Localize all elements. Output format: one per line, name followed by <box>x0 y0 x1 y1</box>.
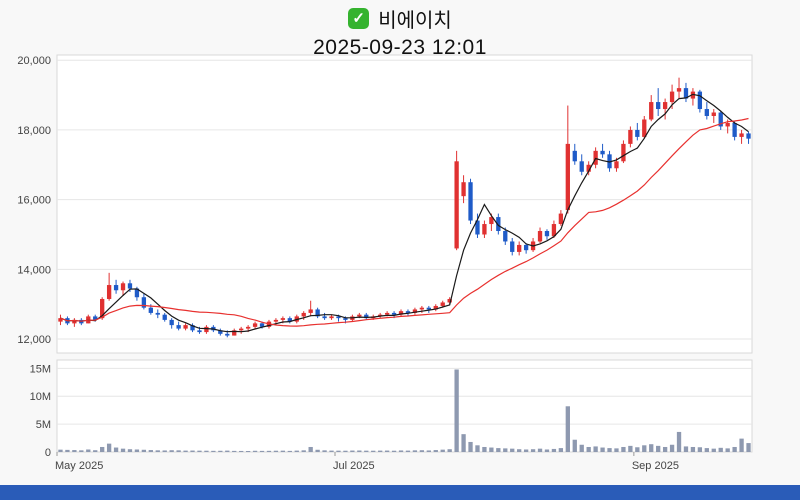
candlestick-volume-chart: 12,000 14,000 16,000 18,000 20,000 0 5M 10M 15M M… <box>17 54 753 472</box>
svg-text:16,000: 16,000 <box>17 195 51 207</box>
green-checkbox-icon[interactable]: ✓ <box>348 8 370 29</box>
ma-line-MA20 <box>60 117 749 327</box>
svg-text:18,000: 18,000 <box>17 125 51 137</box>
moving-average-lines <box>60 93 749 333</box>
svg-text:0: 0 <box>45 447 51 459</box>
svg-text:Jul 2025: Jul 2025 <box>333 460 375 472</box>
stock-name: 비에이치 <box>378 10 452 32</box>
volume-axis: 0 5M 10M 15M <box>30 363 752 459</box>
chart-timestamp: 2025-09-23 12:01 <box>313 36 487 59</box>
svg-text:20,000: 20,000 <box>17 55 51 67</box>
svg-text:Sep 2025: Sep 2025 <box>632 460 679 472</box>
ma-line-MA5 <box>60 93 749 333</box>
svg-text:5M: 5M <box>36 419 51 431</box>
footer-bar <box>0 485 800 500</box>
svg-text:10M: 10M <box>30 391 51 403</box>
svg-text:14,000: 14,000 <box>17 264 51 276</box>
price-axis: 12,000 14,000 16,000 18,000 20,000 <box>17 55 752 346</box>
chart-panels <box>56 54 753 453</box>
svg-text:12,000: 12,000 <box>17 334 51 346</box>
check-mark-icon: ✓ <box>352 10 365 27</box>
x-axis: May 2025 Jul 2025 Sep 2025 <box>55 452 679 472</box>
chart-header: ✓ 비에이치 2025-09-23 12:01 <box>0 4 800 60</box>
svg-text:15M: 15M <box>30 363 51 375</box>
svg-text:May 2025: May 2025 <box>55 460 103 472</box>
volume-bars <box>58 369 751 452</box>
title-row: ✓ 비에이치 <box>0 4 800 33</box>
